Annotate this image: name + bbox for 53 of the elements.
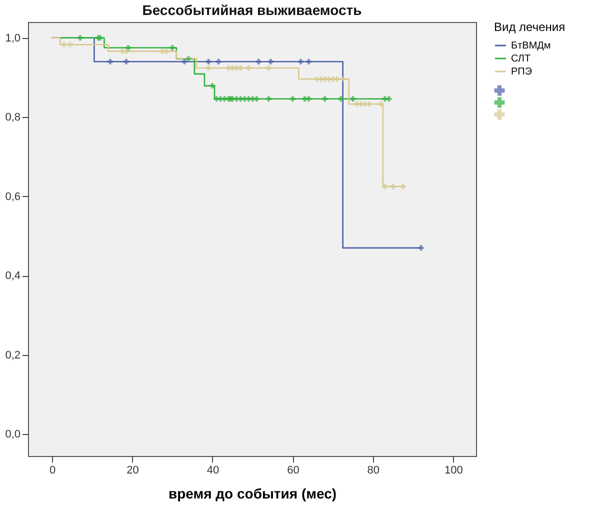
- point: [67, 42, 73, 48]
- point: [210, 83, 216, 89]
- point: [266, 96, 272, 102]
- y-tick-label: 0,4: [5, 270, 20, 282]
- point: [306, 96, 312, 102]
- point: [61, 42, 67, 48]
- point: [77, 35, 83, 41]
- point: [206, 65, 212, 71]
- point: [382, 184, 388, 190]
- point: [107, 58, 113, 64]
- legend-label: БтВМДм: [511, 40, 551, 52]
- point: [350, 96, 356, 102]
- point: [182, 58, 188, 64]
- point: [266, 65, 272, 71]
- point: [306, 58, 312, 64]
- y-tick-label: 0,6: [5, 190, 20, 203]
- y-tick-label: 1,0: [5, 32, 20, 44]
- point: [334, 76, 340, 82]
- point: [338, 96, 344, 102]
- x-tick-label: 60: [287, 464, 300, 476]
- point: [378, 101, 384, 107]
- point: [246, 65, 252, 71]
- legend-label: СЛТ: [511, 54, 531, 64]
- y-tick-label: 0,2: [5, 349, 20, 362]
- point: [268, 58, 274, 64]
- point: [124, 48, 129, 54]
- point: [366, 101, 372, 107]
- legend-label: РПЭ: [511, 66, 532, 78]
- x-tick-label: 100: [444, 464, 463, 476]
- x-tick-label: 0: [50, 464, 56, 476]
- x-tick-label: 20: [126, 464, 139, 476]
- x-tick-label: 80: [367, 464, 380, 476]
- point: [386, 96, 392, 102]
- x-axis-title: время до события (мес): [168, 486, 337, 502]
- point: [256, 58, 262, 64]
- y-tick-label: 0,0: [5, 428, 20, 441]
- x-tick-label: 40: [206, 464, 220, 476]
- point: [170, 45, 176, 50]
- point: [340, 76, 346, 82]
- point: [254, 96, 260, 102]
- point: [206, 58, 212, 64]
- point: [390, 184, 396, 190]
- point: [186, 56, 192, 62]
- point: [164, 48, 170, 54]
- chart-title: Бессобытийная выживаемость: [142, 2, 362, 18]
- y-tick-label: 0,8: [5, 112, 20, 124]
- point: [298, 58, 304, 64]
- point: [290, 96, 296, 102]
- point: [238, 65, 244, 71]
- legend-title: Вид лечения: [494, 20, 566, 34]
- point: [322, 96, 328, 102]
- point: [418, 245, 424, 251]
- point: [124, 58, 129, 64]
